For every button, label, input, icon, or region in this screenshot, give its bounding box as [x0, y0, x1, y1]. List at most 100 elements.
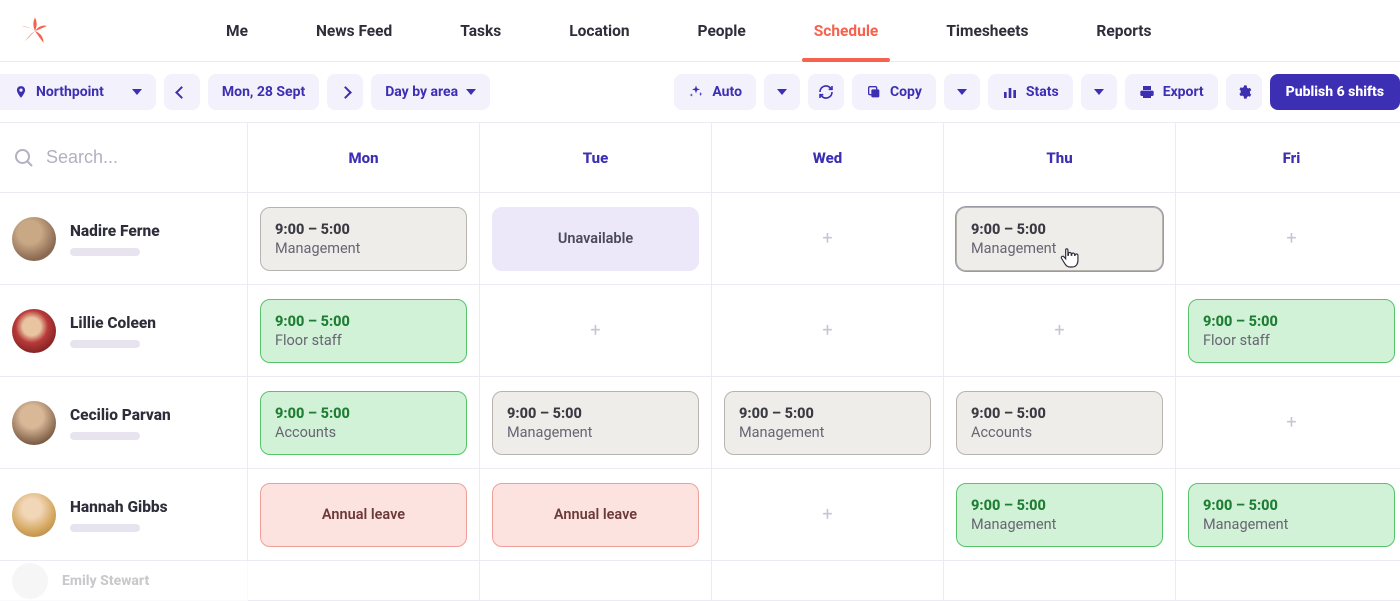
shift-label: Annual leave [322, 506, 405, 523]
cell-hannah-tue: Annual leave [480, 469, 712, 561]
nav-people[interactable]: People [664, 0, 780, 62]
shift-role: Floor staff [275, 332, 452, 349]
add-shift-button[interactable]: + [724, 295, 931, 366]
schedule-grid: Mon Tue Wed Thu Fri Nadire Ferne 9:00 – … [0, 123, 1400, 601]
add-shift-button[interactable]: + [492, 295, 699, 366]
cell-hannah-fri: 9:00 – 5:00 Management [1176, 469, 1400, 561]
stats-label: Stats [1026, 84, 1059, 100]
person-meta-placeholder [70, 432, 140, 440]
shift-card[interactable]: 9:00 – 5:00 Floor staff [1188, 299, 1395, 363]
shift-card[interactable]: 9:00 – 5:00 Accounts [956, 391, 1163, 455]
nav-reports[interactable]: Reports [1062, 0, 1185, 62]
nav-location[interactable]: Location [535, 0, 663, 62]
nav-items: Me News Feed Tasks Location People Sched… [192, 0, 1185, 62]
refresh-button[interactable] [808, 74, 844, 110]
shift-role: Management [739, 424, 916, 441]
next-button[interactable] [327, 74, 363, 110]
auto-button[interactable]: Auto [674, 74, 756, 110]
shift-time: 9:00 – 5:00 [971, 497, 1148, 514]
shift-card[interactable]: 9:00 – 5:00 Management [956, 207, 1163, 271]
day-header-wed: Wed [712, 123, 944, 193]
shift-card[interactable]: 9:00 – 5:00 Management [1188, 483, 1395, 547]
day-header-thu: Thu [944, 123, 1176, 193]
cell-nadire-wed: + [712, 193, 944, 285]
shift-card[interactable]: 9:00 – 5:00 Management [260, 207, 467, 271]
person-cell-hannah[interactable]: Hannah Gibbs [0, 469, 248, 561]
sparkle-icon [688, 84, 704, 100]
nav-timesheets[interactable]: Timesheets [912, 0, 1062, 62]
person-cell-cecilio[interactable]: Cecilio Parvan [0, 377, 248, 469]
location-pin-icon [14, 85, 28, 99]
view-mode-selector[interactable]: Day by area [371, 74, 490, 110]
top-nav: Me News Feed Tasks Location People Sched… [0, 0, 1400, 62]
copy-dropdown[interactable] [944, 74, 980, 110]
add-shift-button[interactable]: + [1188, 387, 1395, 458]
cell-hannah-thu: 9:00 – 5:00 Management [944, 469, 1176, 561]
chevron-right-icon [339, 86, 352, 99]
auto-dropdown[interactable] [764, 74, 800, 110]
chevron-down-icon [466, 89, 476, 95]
prev-button[interactable] [164, 74, 200, 110]
shift-role: Accounts [971, 424, 1148, 441]
cell-nadire-fri: + [1176, 193, 1400, 285]
toolbar: Northpoint Mon, 28 Sept Day by area Auto… [0, 62, 1400, 123]
shift-time: 9:00 – 5:00 [739, 405, 916, 422]
shift-time: 9:00 – 5:00 [1203, 313, 1380, 330]
copy-icon [866, 84, 882, 100]
cell-cecilio-thu: 9:00 – 5:00 Accounts [944, 377, 1176, 469]
logo-icon [18, 14, 52, 48]
person-cell-lillie[interactable]: Lillie Coleen [0, 285, 248, 377]
nav-news-feed[interactable]: News Feed [282, 0, 426, 62]
shift-card[interactable]: 9:00 – 5:00 Accounts [260, 391, 467, 455]
bar-chart-icon [1002, 84, 1018, 100]
shift-card[interactable]: 9:00 – 5:00 Floor staff [260, 299, 467, 363]
shift-time: 9:00 – 5:00 [275, 221, 452, 238]
person-meta-placeholder [70, 340, 140, 348]
add-shift-button[interactable]: + [956, 295, 1163, 366]
cell-hannah-mon: Annual leave [248, 469, 480, 561]
shift-card[interactable]: 9:00 – 5:00 Management [492, 391, 699, 455]
shift-card[interactable]: 9:00 – 5:00 Management [724, 391, 931, 455]
copy-button[interactable]: Copy [852, 74, 936, 110]
leave-card[interactable]: Annual leave [260, 483, 467, 547]
add-shift-button[interactable]: + [1188, 203, 1395, 274]
stats-button[interactable]: Stats [988, 74, 1073, 110]
chevron-down-icon [957, 89, 967, 95]
unavailable-card[interactable]: Unavailable [492, 207, 699, 271]
nav-me[interactable]: Me [192, 0, 282, 62]
export-label: Export [1163, 84, 1204, 100]
shift-role: Floor staff [1203, 332, 1380, 349]
search-input[interactable] [46, 147, 216, 168]
person-meta-placeholder [70, 248, 140, 256]
chevron-down-icon [132, 89, 142, 95]
printer-icon [1139, 84, 1155, 100]
export-button[interactable]: Export [1125, 74, 1218, 110]
date-picker[interactable]: Mon, 28 Sept [208, 74, 319, 110]
day-header-mon: Mon [248, 123, 480, 193]
stats-dropdown[interactable] [1081, 74, 1117, 110]
cell-hannah-wed: + [712, 469, 944, 561]
shift-label: Unavailable [558, 230, 633, 247]
chevron-down-icon [777, 89, 787, 95]
avatar [12, 217, 56, 261]
shift-card[interactable]: 9:00 – 5:00 Management [956, 483, 1163, 547]
publish-button[interactable]: Publish 6 shifts [1270, 74, 1400, 110]
settings-button[interactable] [1226, 74, 1262, 110]
shift-time: 9:00 – 5:00 [971, 405, 1148, 422]
copy-label: Copy [890, 84, 922, 100]
add-shift-button[interactable]: + [724, 479, 931, 550]
person-cell-emily[interactable]: Emily Stewart [0, 561, 248, 601]
cell-cecilio-wed: 9:00 – 5:00 Management [712, 377, 944, 469]
person-name: Hannah Gibbs [70, 498, 168, 516]
location-selector[interactable]: Northpoint [0, 74, 156, 110]
nav-tasks[interactable]: Tasks [426, 0, 535, 62]
person-cell-nadire[interactable]: Nadire Ferne [0, 193, 248, 285]
cell-emily-wed [712, 561, 944, 601]
cell-lillie-tue: + [480, 285, 712, 377]
add-shift-button[interactable]: + [724, 203, 931, 274]
shift-role: Management [971, 240, 1148, 257]
shift-label: Annual leave [554, 506, 637, 523]
search-cell [0, 123, 248, 193]
nav-schedule[interactable]: Schedule [780, 0, 913, 62]
leave-card[interactable]: Annual leave [492, 483, 699, 547]
